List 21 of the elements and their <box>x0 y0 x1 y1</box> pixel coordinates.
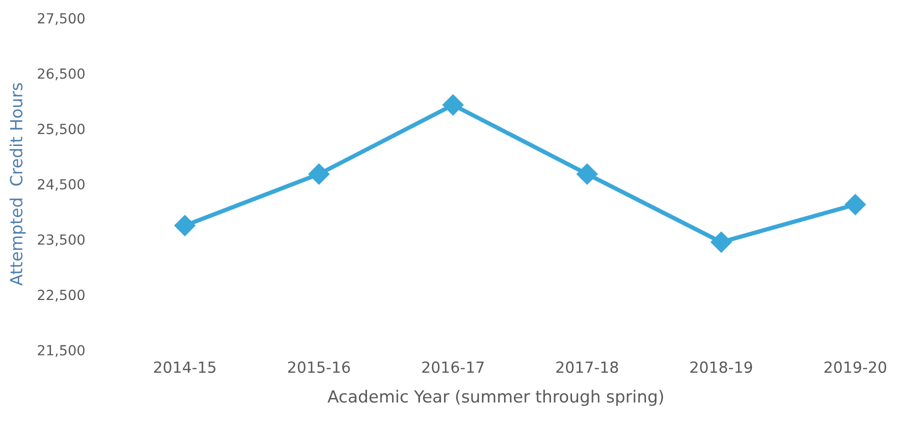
point <box>844 194 866 216</box>
y-tick-label: 24,500 <box>38 179 85 191</box>
x-tick-label: 2019-20 <box>824 361 886 373</box>
point <box>308 164 330 185</box>
point <box>576 164 598 185</box>
y-tick-label: 23,500 <box>38 234 85 246</box>
point <box>442 94 464 116</box>
y-tick-label: 27,500 <box>38 13 85 25</box>
x-tick-label: 2014-15 <box>154 361 216 373</box>
y-tick-label: 21,500 <box>38 344 85 357</box>
x-tick-label: 2015-16 <box>288 361 350 373</box>
y-tick-label: 26,500 <box>38 68 85 80</box>
y-tick-label: 22,500 <box>38 290 85 302</box>
point <box>174 215 196 236</box>
y-tick-label: 25,500 <box>38 124 85 136</box>
x-tick-label: 2016-17 <box>422 361 484 373</box>
x-tick-label: 2017-18 <box>556 361 618 373</box>
point <box>710 232 732 253</box>
x-tick-label: 2018-19 <box>690 361 752 373</box>
x-axis-title: Academic Year (summer through spring) <box>328 390 664 406</box>
y-axis-title: Attempted Credit Hours <box>10 83 26 286</box>
